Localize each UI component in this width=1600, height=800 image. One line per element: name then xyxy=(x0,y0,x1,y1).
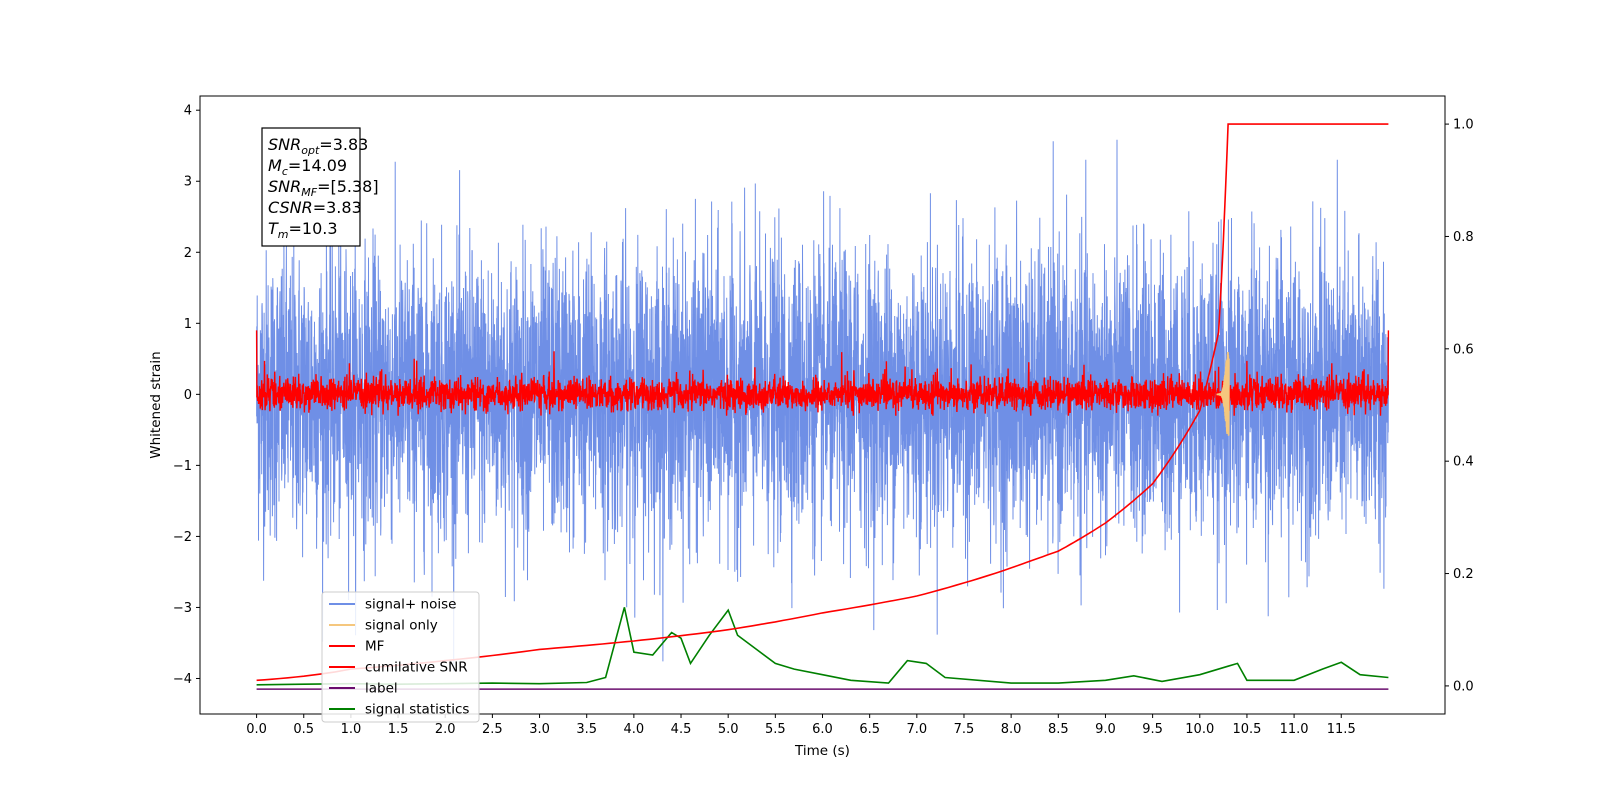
y-tick-label: −4 xyxy=(173,672,192,687)
x-tick-label: 4.0 xyxy=(624,722,645,737)
y2-tick-label: 1.0 xyxy=(1453,118,1474,133)
y-axis-label: Whitened strain xyxy=(148,351,164,458)
y-tick-label: −1 xyxy=(173,459,192,474)
y2-tick-label: 0.4 xyxy=(1453,455,1474,470)
y-tick-label: −3 xyxy=(173,601,192,616)
annotation-symbol: SNR xyxy=(268,135,301,154)
y-axis-right: 1.0 0.8 0.6 0.4 0.2 0.0 xyxy=(1445,118,1474,694)
y-tick-label: 0 xyxy=(184,388,192,403)
legend-label: signal only xyxy=(365,618,438,634)
x-tick-label: 0.0 xyxy=(246,722,267,737)
y2-tick-label: 0.2 xyxy=(1453,567,1474,582)
series-cumilative-snr xyxy=(256,123,1389,682)
series-signal-only xyxy=(1216,351,1230,436)
x-tick-label: 3.5 xyxy=(576,722,597,737)
x-tick-label: 8.0 xyxy=(1001,722,1022,737)
x-tick-label: 2.0 xyxy=(435,722,456,737)
x-axis: 0.0 0.5 1.0 1.5 2.0 2.5 3.0 3.5 4.0 4.5 5.0 5.5 6.0 6… xyxy=(246,714,1356,737)
series-mf xyxy=(255,330,1390,416)
y-tick-label: −2 xyxy=(173,530,192,545)
annotation-line: SNRopt=3.83 xyxy=(268,135,368,157)
y-tick-label: 4 xyxy=(184,104,192,119)
y-tick-label: 3 xyxy=(184,175,192,190)
y-tick-label: 1 xyxy=(184,317,192,332)
legend-frame xyxy=(321,591,480,723)
x-tick-label: 3.0 xyxy=(529,722,550,737)
annotation-line: CSNR=3.83 xyxy=(268,198,362,217)
x-tick-label: 1.5 xyxy=(388,722,409,737)
x-tick-label: 10.5 xyxy=(1232,722,1261,737)
annotation-subscript: MF xyxy=(301,186,317,199)
annotation-symbol: T xyxy=(268,219,279,238)
annotation-value: =3.83 xyxy=(319,135,368,154)
annotation-value: =10.3 xyxy=(289,219,338,238)
y-axis-left: 4 3 2 1 0 −1 −2 −3 −4 xyxy=(173,104,200,687)
y2-tick-label: 0.6 xyxy=(1453,342,1474,357)
x-tick-label: 5.0 xyxy=(718,722,739,737)
y2-tick-label: 0.0 xyxy=(1453,679,1474,694)
legend-label: signal+ noise xyxy=(365,597,456,613)
annotation-subscript: opt xyxy=(301,144,320,157)
series-signal-noise xyxy=(256,139,1389,672)
annotation-symbol: CSNR xyxy=(268,198,313,217)
x-tick-label: 11.5 xyxy=(1327,722,1356,737)
x-tick-label: 9.0 xyxy=(1095,722,1116,737)
x-tick-label: 11.0 xyxy=(1280,722,1309,737)
x-tick-label: 9.5 xyxy=(1142,722,1163,737)
annotation-line: Tm=10.3 xyxy=(268,219,338,241)
annotation-frame xyxy=(261,127,361,247)
annotation-box: SNRopt=3.83Mc=14.09SNRMF=[5.38]CSNR=3.83… xyxy=(261,127,379,247)
annotation-symbol: M xyxy=(268,156,282,175)
annotation-value: =[5.38] xyxy=(317,177,379,196)
x-tick-label: 0.5 xyxy=(293,722,314,737)
y-tick-label: 2 xyxy=(184,246,192,261)
annotation-line: Mc=14.09 xyxy=(268,156,347,178)
annotation-line: SNRMF=[5.38] xyxy=(268,177,379,199)
x-tick-label: 5.5 xyxy=(765,722,786,737)
x-axis-label: Time (s) xyxy=(794,743,850,759)
legend-label: cumilative SNR xyxy=(365,660,468,676)
series-signal-statistics xyxy=(256,607,1389,686)
legend-label: signal statistics xyxy=(365,702,469,718)
x-tick-label: 6.0 xyxy=(812,722,833,737)
annotation-value: =14.09 xyxy=(288,156,347,175)
annotation-value: =3.83 xyxy=(313,198,362,217)
annotation-symbol: SNR xyxy=(268,177,301,196)
x-tick-label: 4.5 xyxy=(671,722,692,737)
y2-tick-label: 0.8 xyxy=(1453,230,1474,245)
annotation-subscript: m xyxy=(278,228,289,241)
x-tick-label: 1.0 xyxy=(341,722,362,737)
x-tick-label: 10.0 xyxy=(1185,722,1214,737)
legend-label: label xyxy=(365,681,398,697)
x-tick-label: 7.5 xyxy=(954,722,975,737)
legend-label: MF xyxy=(365,639,384,655)
x-tick-label: 6.5 xyxy=(859,722,880,737)
x-tick-label: 8.5 xyxy=(1048,722,1069,737)
annotation-subscript: c xyxy=(282,165,288,178)
legend: signal+ noise signal only MF cumilative SNR… xyxy=(321,591,480,723)
x-tick-label: 2.5 xyxy=(482,722,503,737)
x-tick-label: 7.0 xyxy=(906,722,927,737)
